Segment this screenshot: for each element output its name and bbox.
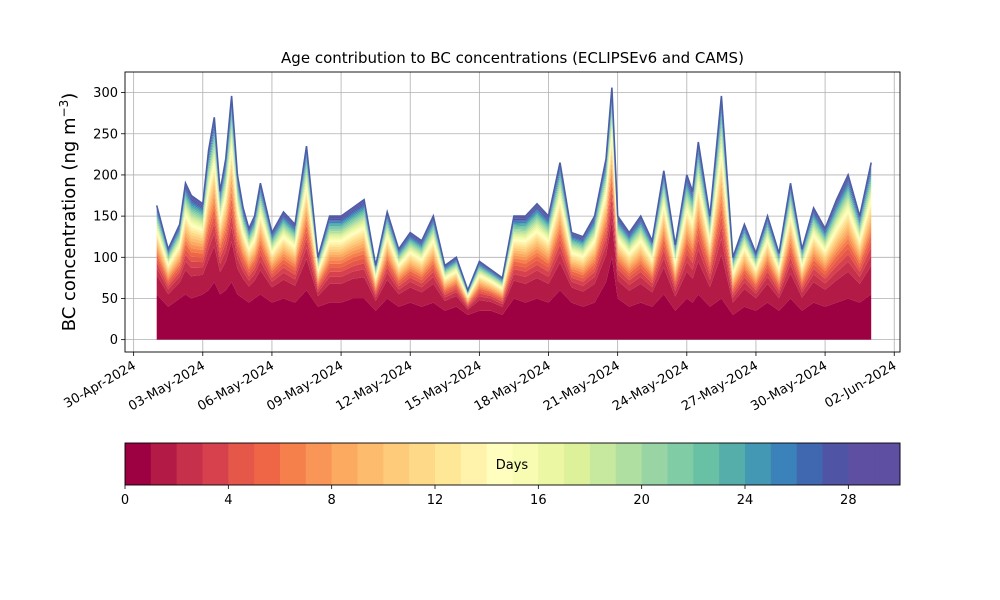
colorbar-cell: [874, 443, 901, 485]
y-axis-label-main: BC concentration (ng m: [59, 117, 80, 331]
colorbar-frame: [124, 442, 901, 486]
colorbar-cell: [357, 443, 384, 485]
y-tick-label: 0: [110, 333, 118, 348]
chart-title: Age contribution to BC concentrations (E…: [281, 49, 744, 67]
colorbar-cell: [693, 443, 720, 485]
y-tick-label: 50: [101, 292, 118, 307]
colorbar-cell: [745, 443, 772, 485]
total-line: [155, 87, 872, 293]
colorbar-tick-label: 12: [427, 493, 444, 508]
colorbar-cell: [590, 443, 617, 485]
colorbar-cell: [564, 443, 591, 485]
colorbar-tick-label: 4: [224, 493, 232, 508]
plot-frame: [124, 71, 901, 353]
age-band-0: [156, 257, 872, 340]
y-axis-label-superscript: −3: [57, 100, 71, 118]
colorbar-cell: [719, 443, 746, 485]
colorbar-cell: [383, 443, 410, 485]
colorbar-cell: [435, 443, 462, 485]
colorbar-cell: [641, 443, 668, 485]
colorbar-cell: [305, 443, 333, 485]
colorbar-cell: [512, 443, 539, 485]
colorbar-cell: [254, 443, 281, 485]
y-tick-label: 100: [93, 251, 118, 266]
colorbar-cell: [280, 443, 307, 485]
colorbar-tick-label: 20: [633, 493, 650, 508]
colorbar-cell: [486, 443, 513, 485]
colorbar: Days 0 4 8 12 16 20 24 28: [121, 442, 901, 508]
colorbar-cell: [150, 443, 178, 485]
colorbar-cell: [796, 443, 823, 485]
colorbar-ticks: 0 4 8 12 16 20 24 28: [121, 485, 857, 508]
y-tick-label: 150: [93, 210, 118, 225]
colorbar-cell: [770, 443, 798, 485]
y-tick-label: 250: [93, 127, 118, 142]
colorbar-tick-label: 28: [840, 493, 857, 508]
y-tick-label: 300: [93, 86, 118, 101]
colorbar-cell: [848, 443, 875, 485]
colorbar-label: Days: [496, 458, 529, 473]
colorbar-cell: [667, 443, 694, 485]
colorbar-cell: [228, 443, 255, 485]
colorbar-cell: [538, 443, 565, 485]
colorbar-tick-label: 16: [530, 493, 547, 508]
colorbar-cell: [125, 443, 152, 485]
y-axis-label: BC concentration (ng m−3): [57, 93, 80, 332]
colorbar-cell: [331, 443, 358, 485]
colorbar-tick-label: 8: [328, 493, 336, 508]
colorbar-cell: [202, 443, 229, 485]
y-tick-label: 200: [93, 168, 118, 183]
stacked-areas: [155, 87, 872, 340]
colorbar-cell: [176, 443, 203, 485]
y-axis: 0 50 100 150 200 250 300: [93, 86, 125, 348]
colorbar-cell: [615, 443, 643, 485]
colorbar-cell: [409, 443, 436, 485]
colorbar-cell: [460, 443, 488, 485]
colorbar-tick-label: 24: [737, 493, 754, 508]
colorbar-cell: [822, 443, 849, 485]
y-axis-label-close: ): [59, 93, 80, 100]
colorbar-cells: [125, 443, 901, 485]
colorbar-tick-label: 0: [121, 493, 129, 508]
age-band-1: [156, 220, 872, 315]
